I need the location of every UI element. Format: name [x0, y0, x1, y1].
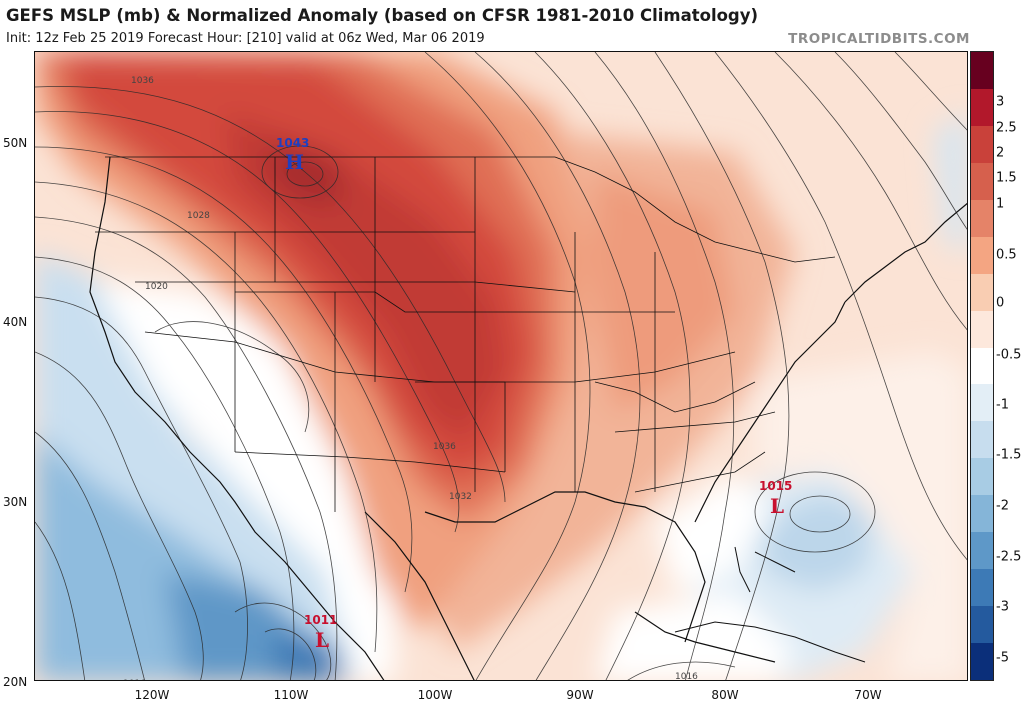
- colorbar-segment: [971, 606, 993, 643]
- contour-label: 1016: [123, 679, 146, 681]
- colorbar-segment: [971, 532, 993, 570]
- colorbar-tick-label: 2.5: [996, 120, 1017, 136]
- lon-label: 90W: [566, 688, 594, 702]
- isobars: [35, 52, 967, 680]
- colorbar-tick-label: -3: [996, 599, 1009, 615]
- colorbar-segment: [971, 569, 993, 607]
- contour-label: 1036: [131, 76, 154, 86]
- colorbar-segment: [971, 421, 993, 459]
- colorbar-segment: [971, 495, 993, 533]
- chart-title: GEFS MSLP (mb) & Normalized Anomaly (bas…: [6, 6, 759, 25]
- low-center-atlantic: 1015 L: [759, 479, 792, 518]
- lat-label: 20N: [3, 675, 28, 689]
- lon-label: 120W: [134, 688, 170, 702]
- colorbar-tick-label: -5: [996, 650, 1009, 666]
- colorbar: [970, 51, 994, 681]
- colorbar-segment: [971, 199, 993, 237]
- chart-subtitle: Init: 12z Feb 25 2019 Forecast Hour: [21…: [6, 31, 485, 46]
- colorbar-tick-label: 1: [996, 196, 1005, 212]
- islands: [674, 546, 866, 663]
- high-value: 1043: [276, 136, 309, 150]
- lon-label: 110W: [273, 688, 309, 702]
- colorbar-tick-label: -1.5: [996, 447, 1022, 463]
- low-center-mexico: 1011 L: [304, 613, 337, 652]
- lon-label: 70W: [854, 688, 882, 702]
- colorbar-tick-label: 0: [996, 295, 1005, 311]
- site-brand: TROPICALTIDBITS.COM: [788, 31, 970, 47]
- contour-label: 1036: [433, 442, 456, 452]
- colorbar-segment: [971, 88, 993, 126]
- lat-label: 50N: [3, 136, 28, 150]
- low-letter: L: [315, 628, 329, 652]
- colorbar-tick-label: 3: [996, 94, 1005, 110]
- lon-label: 100W: [417, 688, 453, 702]
- low-value: 1015: [759, 479, 792, 493]
- mslp-map: 1036 1028 1020 1036 1032 1016 1016 1043 …: [35, 52, 967, 681]
- colorbar-tick-label: -0.5: [996, 347, 1022, 363]
- colorbar-segment: [971, 643, 993, 680]
- low-value: 1011: [304, 613, 337, 627]
- contour-label: 1016: [675, 672, 698, 681]
- contour-label: 1032: [449, 492, 472, 502]
- colorbar-segment: [971, 458, 993, 496]
- colorbar-segment: [971, 125, 993, 163]
- low-letter: L: [770, 494, 784, 518]
- high-letter: H: [285, 150, 304, 174]
- colorbar-tick-label: 1.5: [996, 170, 1017, 186]
- colorbar-segment: [971, 310, 993, 348]
- colorbar-segment: [971, 236, 993, 274]
- colorbar-tick-label: -1: [996, 397, 1009, 413]
- contour-label: 1028: [187, 211, 210, 221]
- colorbar-segment: [971, 347, 993, 385]
- contour-labels: 1036 1028 1020 1036 1032 1016 1016: [123, 76, 698, 681]
- lon-label: 80W: [711, 688, 739, 702]
- colorbar-segment: [971, 52, 993, 89]
- lat-label: 40N: [3, 315, 28, 329]
- colorbar-segment: [971, 384, 993, 422]
- coastlines: [89, 156, 967, 680]
- colorbar-tick-label: 0.5: [996, 247, 1017, 263]
- contour-label: 1020: [145, 282, 168, 292]
- colorbar-tick-label: -2: [996, 498, 1009, 514]
- colorbar-tick-label: -2.5: [996, 549, 1022, 565]
- state-borders: [95, 156, 836, 512]
- colorbar-segment: [971, 273, 993, 311]
- colorbar-segment: [971, 162, 993, 200]
- high-center: 1043 H: [276, 136, 309, 174]
- colorbar-tick-label: 2: [996, 145, 1005, 161]
- map-panel: 1036 1028 1020 1036 1032 1016 1016 1043 …: [34, 51, 968, 681]
- lat-label: 30N: [3, 495, 28, 509]
